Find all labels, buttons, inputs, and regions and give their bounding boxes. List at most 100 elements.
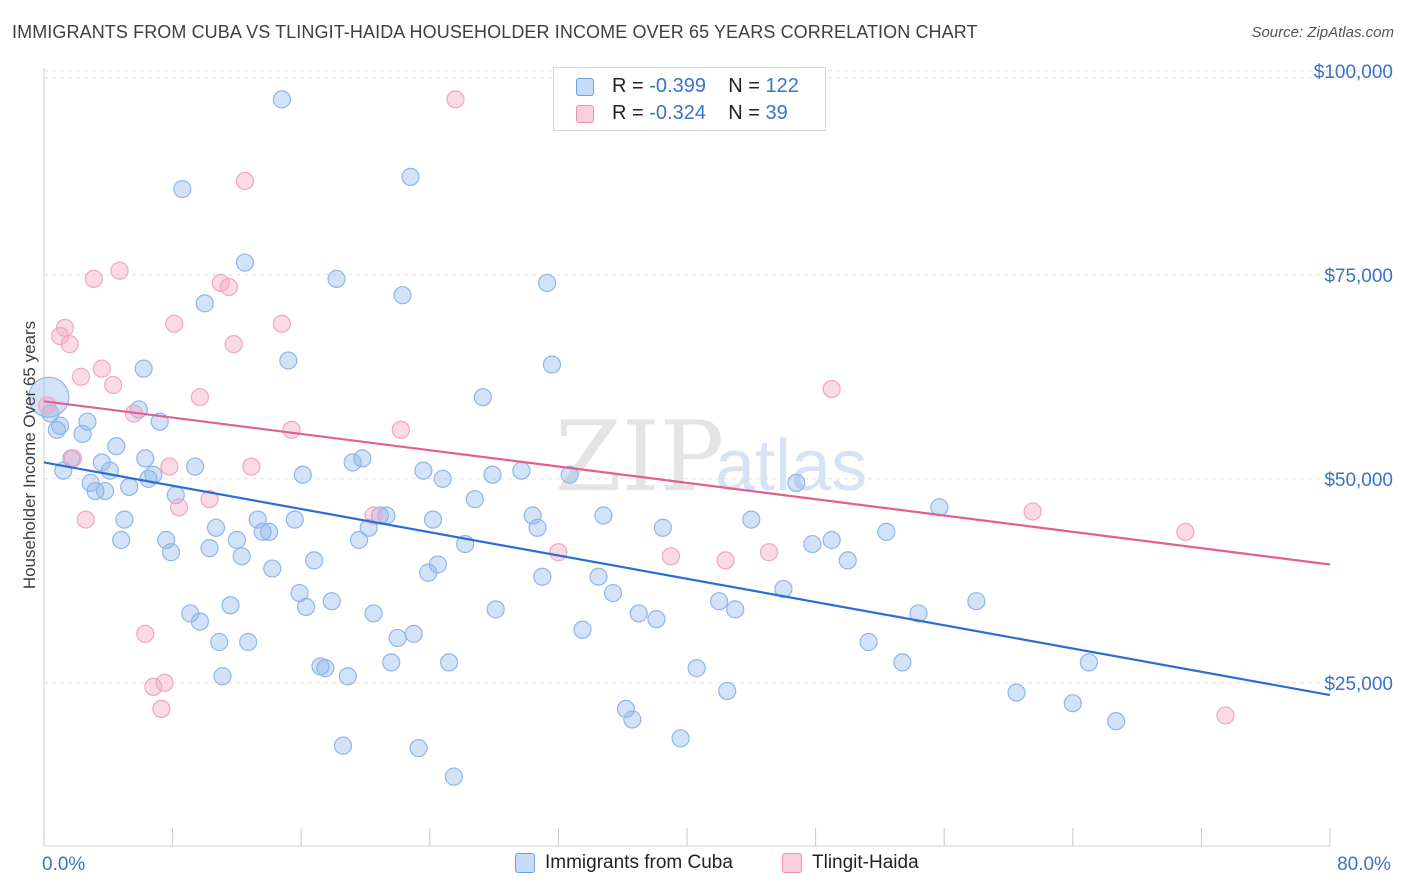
y-tick-label: $25,000 (1324, 674, 1393, 695)
tlingit-point (716, 551, 735, 570)
cuba-point (822, 530, 841, 550)
cuba-point (263, 559, 282, 578)
tlingit-point (1216, 706, 1235, 725)
tlingit-point (549, 543, 568, 562)
cuba-point (589, 567, 608, 586)
tlingit-point (152, 699, 171, 719)
legend-n-value: 122 (765, 75, 799, 97)
tlingit-point (144, 677, 163, 696)
trend-lines (43, 400, 1331, 697)
tlingit-legend-label: Tlingit-Haida (812, 852, 919, 873)
tlingit-point (92, 359, 111, 378)
cuba-point (473, 388, 492, 407)
cuba-point (316, 659, 335, 678)
x-tick-label: 0.0% (42, 854, 85, 875)
cuba-point (594, 506, 613, 525)
watermark-atlas: atlas (715, 426, 867, 506)
cuba-point (353, 449, 372, 468)
cuba-point (161, 543, 181, 562)
cuba-point (573, 620, 592, 639)
cuba-point (388, 628, 407, 648)
cuba-point (1063, 694, 1082, 713)
cuba-point (78, 412, 97, 431)
y-tick-label: $50,000 (1324, 470, 1393, 491)
cuba-point (322, 592, 341, 611)
tlingit-point (104, 375, 123, 395)
tlingit-point (1023, 502, 1042, 521)
cuba-point (838, 551, 857, 570)
cuba-point (107, 437, 126, 456)
cuba-point (327, 269, 346, 288)
cuba-point (1107, 712, 1126, 731)
cuba-point (877, 522, 896, 541)
tlingit-point (155, 673, 174, 692)
cuba-point (393, 286, 412, 305)
cuba-point (512, 461, 531, 480)
cuba-point (465, 490, 484, 509)
cuba-point (439, 653, 459, 672)
legend-r-label: R = (612, 75, 644, 97)
cuba-legend-swatch (515, 853, 535, 873)
cuba-point (213, 667, 232, 686)
cuba-point (803, 534, 822, 554)
cuba-point (718, 681, 737, 701)
legend-r-label: R = (612, 102, 644, 124)
correlation-legend: R = -0.399 N = 122 R = -0.324 N = 39 (553, 67, 826, 131)
tlingit-point (55, 318, 74, 337)
cuba-point (285, 510, 304, 529)
tlingit-point (282, 420, 301, 439)
cuba-point (486, 600, 505, 619)
cuba-point (364, 604, 383, 623)
cuba-point (253, 522, 272, 541)
cuba-point (726, 600, 745, 619)
tlingit-point (63, 449, 83, 468)
cuba-point (200, 539, 219, 558)
tlingit-point (190, 388, 210, 407)
watermark-zip: ZIP (555, 401, 724, 513)
cuba-point (50, 416, 70, 435)
cuba-point (227, 530, 246, 550)
cuba-point (293, 465, 312, 484)
cuba-point (423, 510, 443, 529)
tlingit-point (661, 547, 681, 566)
legend-r-value: -0.399 (649, 75, 706, 97)
cuba-point (653, 518, 672, 537)
tlingit-swatch (576, 105, 594, 123)
cuba-point (560, 465, 579, 484)
cuba-point (538, 273, 557, 293)
tlingit-points (38, 90, 1235, 725)
tlingit-point (165, 314, 184, 333)
legend-r-value: -0.324 (649, 102, 706, 124)
cuba-point (343, 453, 362, 472)
cuba-point (1007, 683, 1026, 702)
cuba-point (533, 567, 552, 586)
tlingit-point (38, 396, 57, 415)
cuba-point (338, 667, 357, 686)
cuba-point (349, 530, 369, 550)
cuba-point (893, 653, 912, 672)
cuba-point (95, 481, 115, 501)
cuba-point (671, 729, 690, 748)
cuba-point (235, 253, 255, 272)
legend-n-label: N = (728, 75, 760, 97)
cuba-point (239, 632, 258, 652)
tlingit-point (60, 335, 79, 354)
cuba-legend-label: Immigrants from Cuba (545, 852, 733, 873)
legend-n-value: 39 (765, 102, 788, 124)
y-tick-label: $100,000 (1314, 62, 1393, 83)
cuba-point (382, 653, 401, 672)
y-tick-labels: $25,000 $50,000 $75,000 $100,000 (1314, 62, 1393, 695)
cuba-point (210, 632, 229, 652)
tlingit-point (71, 367, 91, 386)
cuba-point (967, 592, 986, 611)
cuba-point (647, 610, 666, 629)
cuba-point (710, 592, 729, 611)
y-axis-title: Householder Income Over 65 years (20, 320, 39, 590)
tlingit-point (446, 90, 465, 109)
legend-n-label: N = (728, 102, 760, 124)
watermark: ZIP atlas (555, 401, 867, 513)
cuba-point (774, 579, 793, 599)
tlingit-point (110, 261, 129, 280)
cuba-point (296, 597, 316, 617)
tlingit-point (1176, 522, 1195, 541)
